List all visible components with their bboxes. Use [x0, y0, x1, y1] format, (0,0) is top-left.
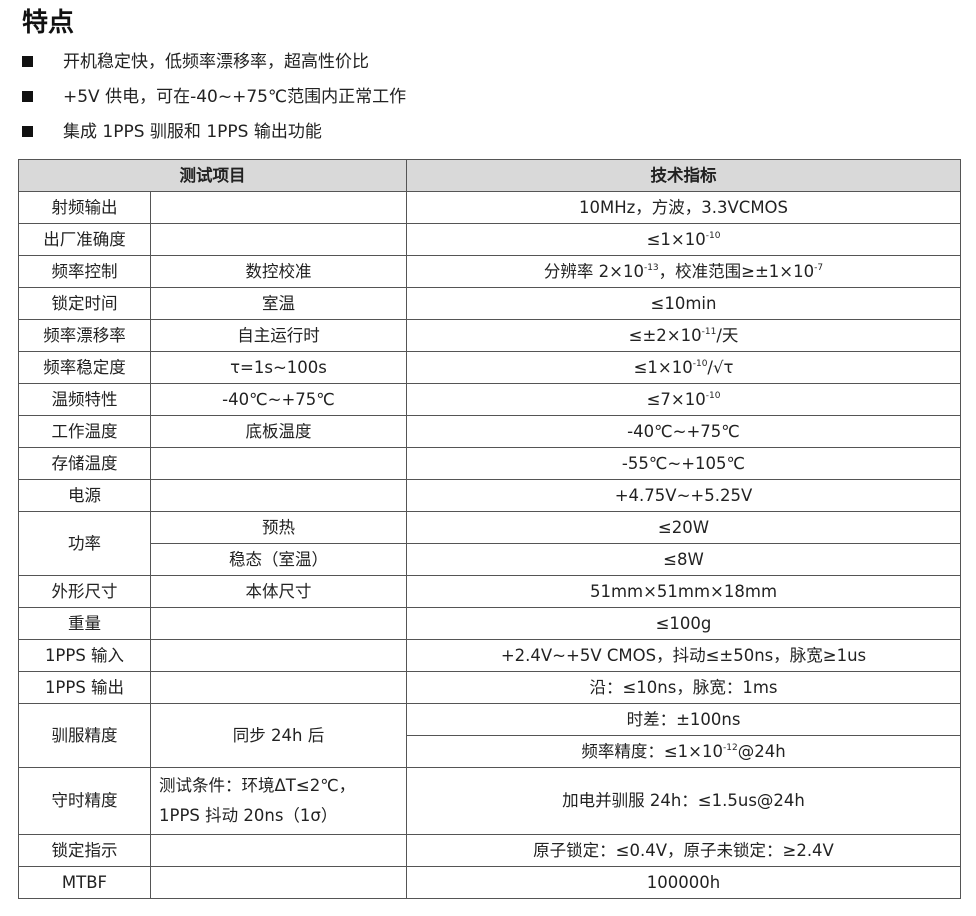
table-row: 1PPS 输出 沿：≤10ns，脉宽：1ms	[18, 671, 961, 704]
feature-list: 开机稳定快，低频率漂移率，超高性价比 +5V 供电，可在-40~+75℃范围内正…	[22, 44, 406, 149]
feature-item: +5V 供电，可在-40~+75℃范围内正常工作	[22, 79, 406, 114]
superscript: -10	[705, 230, 721, 241]
table-row: 频率漂移率 自主运行时 ≤±2×10-11/天	[18, 319, 961, 352]
superscript: -10	[692, 358, 708, 369]
item-cell: 射频输出	[18, 191, 151, 224]
bullet-square-icon	[22, 126, 33, 137]
spec-cell: -55℃~+105℃	[406, 447, 961, 480]
condition-cell	[150, 223, 407, 256]
superscript: -13	[643, 262, 659, 273]
condition-cell	[150, 639, 407, 672]
spec-cell: 沿：≤10ns，脉宽：1ms	[406, 671, 961, 704]
item-cell: 1PPS 输入	[18, 639, 151, 672]
condition-cell: 测试条件：环境ΔT≤2℃， 1PPS 抖动 20ns（1σ）	[150, 767, 407, 835]
item-cell: 电源	[18, 479, 151, 512]
item-cell: 频率控制	[18, 255, 151, 288]
table-row: 稳态（室温） ≤8W	[19, 543, 961, 576]
section-title: 特点	[22, 8, 75, 38]
item-cell: 工作温度	[18, 415, 151, 448]
item-cell: 守时精度	[18, 767, 151, 835]
item-cell: 锁定时间	[18, 287, 151, 320]
table-row: 频率精度：≤1×10-12@24h	[19, 735, 961, 768]
table-row: 工作温度 底板温度 -40℃~+75℃	[18, 415, 961, 448]
condition-cell: 同步 24h 后	[150, 703, 407, 768]
item-cell: 频率漂移率	[18, 319, 151, 352]
feature-item: 集成 1PPS 驯服和 1PPS 输出功能	[22, 114, 406, 149]
table-row: 功率 预热 ≤20W	[18, 511, 961, 576]
item-cell: 1PPS 输出	[18, 671, 151, 704]
item-cell: 频率稳定度	[18, 351, 151, 384]
item-cell: 存储温度	[18, 447, 151, 480]
condition-cell	[150, 607, 407, 640]
table-row: 电源 +4.75V~+5.25V	[18, 479, 961, 512]
spec-cell: ≤±2×10-11/天	[406, 319, 961, 352]
table-row: 驯服精度 同步 24h 后时差：±100ns	[18, 703, 961, 768]
condition-cell: 数控校准	[150, 255, 407, 288]
table-row: 出厂准确度 ≤1×10-10	[18, 223, 961, 256]
table-row: 温频特性 -40℃~+75℃ ≤7×10-10	[18, 383, 961, 416]
condition-cell: 本体尺寸	[150, 575, 407, 608]
spec-cell: ≤20W	[406, 511, 961, 544]
superscript: -7	[814, 262, 824, 273]
condition-cell: 预热	[150, 511, 407, 544]
spec-cell: 分辨率 2×10-13，校准范围≥±1×10-7	[406, 255, 961, 288]
table-row: MTBF 100000h	[18, 866, 961, 899]
table-row: 锁定时间 室温 ≤10min	[18, 287, 961, 320]
spec-cell: ≤7×10-10	[406, 383, 961, 416]
spec-cell: 100000h	[406, 866, 961, 899]
feature-item: 开机稳定快，低频率漂移率，超高性价比	[22, 44, 406, 79]
table-row: 锁定指示 原子锁定：≤0.4V，原子未锁定：≥2.4V	[18, 834, 961, 867]
condition-cell	[150, 447, 407, 480]
condition-cell: 底板温度	[150, 415, 407, 448]
table-row: 外形尺寸 本体尺寸 51mm×51mm×18mm	[18, 575, 961, 608]
item-cell: 功率	[18, 511, 151, 576]
table-row: 守时精度 测试条件：环境ΔT≤2℃， 1PPS 抖动 20ns（1σ） 加电并驯服 2…	[18, 767, 961, 835]
condition-cell: 稳态（室温）	[150, 543, 407, 576]
superscript: -10	[705, 390, 721, 401]
table-row: 频率稳定度 τ=1s~100s ≤1×10-10/√τ	[18, 351, 961, 384]
spec-cell: ≤1×10-10/√τ	[406, 351, 961, 384]
condition-cell	[150, 479, 407, 512]
item-cell: 温频特性	[18, 383, 151, 416]
superscript: -12	[723, 742, 738, 753]
condition-cell: 室温	[150, 287, 407, 320]
spec-cell: ≤8W	[406, 543, 961, 576]
item-cell: 出厂准确度	[18, 223, 151, 256]
table-row: 频率控制 数控校准 分辨率 2×10-13，校准范围≥±1×10-7	[18, 255, 961, 288]
spec-cell: 频率精度：≤1×10-12@24h	[406, 735, 961, 768]
bullet-square-icon	[22, 56, 33, 67]
item-cell: 外形尺寸	[18, 575, 151, 608]
table-row: 1PPS 输入 +2.4V~+5V CMOS，抖动≤±50ns，脉宽≥1us	[18, 639, 961, 672]
header-test-item: 测试项目	[18, 159, 407, 192]
item-cell: 重量	[18, 607, 151, 640]
condition-cell: τ=1s~100s	[150, 351, 407, 384]
item-cell: MTBF	[18, 866, 151, 899]
item-cell: 驯服精度	[18, 703, 151, 768]
spec-cell: +2.4V~+5V CMOS，抖动≤±50ns，脉宽≥1us	[406, 639, 961, 672]
condition-cell	[150, 834, 407, 867]
spec-cell: ≤100g	[406, 607, 961, 640]
spec-cell: ≤1×10-10	[406, 223, 961, 256]
condition-cell: -40℃~+75℃	[150, 383, 407, 416]
spec-cell: -40℃~+75℃	[406, 415, 961, 448]
spec-cell: +4.75V~+5.25V	[406, 479, 961, 512]
spec-cell: 10MHz，方波，3.3VCMOS	[406, 191, 961, 224]
condition-cell	[150, 866, 407, 899]
superscript: -11	[701, 326, 717, 337]
spec-cell: 51mm×51mm×18mm	[406, 575, 961, 608]
header-spec: 技术指标	[406, 159, 961, 192]
condition-cell: 自主运行时	[150, 319, 407, 352]
table-row: 重量 ≤100g	[18, 607, 961, 640]
bullet-square-icon	[22, 91, 33, 102]
spec-cell: ≤10min	[406, 287, 961, 320]
item-cell: 锁定指示	[18, 834, 151, 867]
table-row: 射频输出 10MHz，方波，3.3VCMOS	[18, 191, 961, 224]
table-row: 存储温度 -55℃~+105℃	[18, 447, 961, 480]
spec-table: 测试项目 技术指标 射频输出 10MHz，方波，3.3VCMOS 出厂准确度 ≤1×1…	[18, 159, 961, 899]
spec-cell: 原子锁定：≤0.4V，原子未锁定：≥2.4V	[406, 834, 961, 867]
spec-cell: 时差：±100ns	[406, 703, 961, 736]
condition-cell	[150, 191, 407, 224]
condition-cell	[150, 671, 407, 704]
spec-cell: 加电并驯服 24h：≤1.5us@24h	[406, 767, 961, 835]
